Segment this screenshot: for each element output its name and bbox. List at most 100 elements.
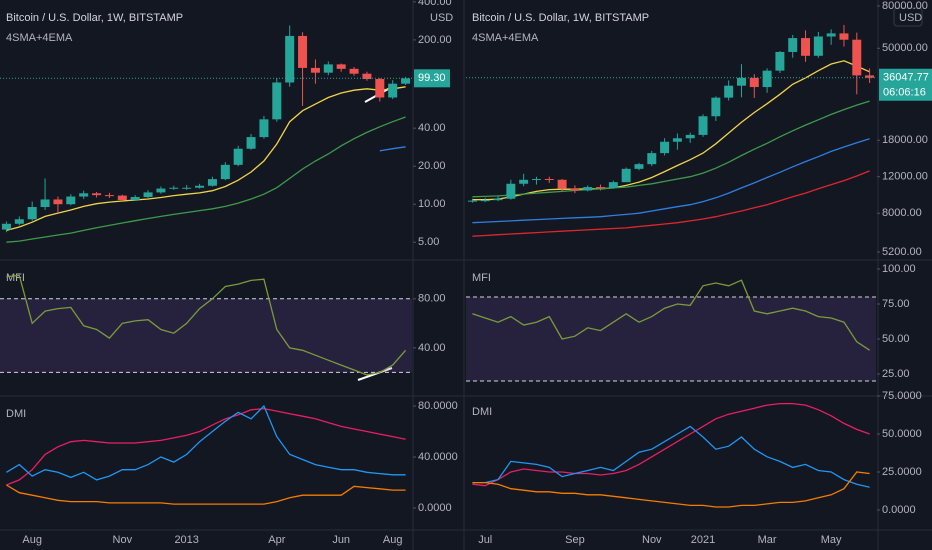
candle-body [608,182,618,188]
y-tick-label: 40.00 [418,342,446,354]
unit-label: USD [430,12,453,24]
x-tick-label: Mar [758,534,777,546]
unit-label[interactable]: USD [899,12,922,24]
last-price-label: 99.30 [418,72,446,84]
candle-body [53,199,63,205]
y-tick-label: 5.00 [418,236,439,248]
candle-body [736,77,746,86]
unit-box[interactable] [893,7,923,27]
candle-body [66,196,76,205]
candle-body [852,39,862,76]
x-tick-label: 2021 [691,534,715,546]
candle-body [388,83,398,98]
symbol-title: Bitcoin / U.S. Dollar, 1W, BITSTAMP [6,12,183,24]
indicator-line [472,60,870,201]
y-tick-label: 80.00 [418,293,446,305]
last-price-box [879,68,932,101]
y-tick-label: 0.0000 [882,504,916,516]
x-tick-label: Aug [22,534,42,546]
candle-body [775,51,785,71]
candle-body [233,148,243,165]
candle-body [272,82,282,120]
candle-body [519,179,529,184]
y-tick-label: 10.00 [418,198,446,210]
candle-body [826,33,836,37]
candle-body [143,192,153,198]
candle-body [130,197,140,200]
y-tick-label: 20.00 [418,160,446,172]
band-fill [466,297,876,381]
candle-body [685,134,695,139]
band-fill [0,298,412,373]
indicator-line [6,407,406,486]
indicator-line [6,484,406,505]
candle-body [544,179,554,181]
y-tick-label: 75.00 [882,298,910,310]
candle-body [156,188,166,193]
indicator-line [472,170,870,237]
candle-body [362,73,372,80]
candle-body [104,195,114,197]
candle-body [467,200,477,202]
candle-body [801,38,811,56]
x-tick-label: Nov [642,534,662,546]
candle-body [246,137,256,149]
candle-body [259,119,269,138]
candle-body [195,185,205,188]
y-tick-label: 80.0000 [418,400,458,412]
y-tick-label: 200.00 [418,34,452,46]
y-tick-label: 400.00 [418,0,452,8]
candle-body [493,198,503,201]
candle-body [788,38,798,52]
candle-body [375,79,385,98]
candle-body [298,35,308,68]
candle-body [531,179,541,181]
candle-body [506,183,516,199]
indicator-label: 4SMA+4EMA [472,32,539,44]
candle-body [749,77,759,88]
candle-body [865,75,875,78]
candle-body [698,116,708,135]
y-tick-label: 50.00 [882,333,910,345]
candle-body [79,193,89,197]
last-price-label: 36047.77 [883,72,929,84]
candle-body [839,33,849,40]
candle-body [724,85,734,98]
candle-body [220,164,230,180]
x-tick-label: May [821,534,842,546]
candle-body [349,68,359,74]
indicator-line [379,146,406,152]
y-tick-label: 12000.00 [882,171,928,183]
indicator-line [472,100,870,198]
candle-body [401,78,411,84]
indicator-line [6,86,406,232]
candle-body [285,35,295,83]
candle-body [207,179,217,186]
candle-body [117,195,127,200]
pane-title: MFI [472,272,491,284]
pane-title: MFI [6,272,25,284]
symbol-title: Bitcoin / U.S. Dollar, 1W, BITSTAMP [472,12,649,24]
y-tick-label: 50000.00 [882,42,928,54]
x-tick-label: Apr [268,534,285,546]
y-tick-label: 5200.00 [882,246,922,258]
candle-body [92,193,102,196]
candle-body [621,168,631,183]
x-tick-label: Nov [113,534,133,546]
candle-body [596,187,606,189]
y-tick-label: 75.0000 [882,390,922,402]
indicator-line [472,138,870,224]
indicator-line [472,425,870,488]
x-tick-label: Jul [478,534,492,546]
candle-body [813,36,823,56]
y-tick-label: 50.0000 [882,428,922,440]
candle-body [570,188,580,191]
y-tick-label: 40.0000 [418,451,458,463]
candle-body [169,187,179,189]
y-tick-label: 100.00 [882,263,916,275]
candle-body [634,164,644,169]
pane-title: DMI [6,408,26,420]
indicator-line [6,274,407,376]
candle-body [40,199,50,208]
